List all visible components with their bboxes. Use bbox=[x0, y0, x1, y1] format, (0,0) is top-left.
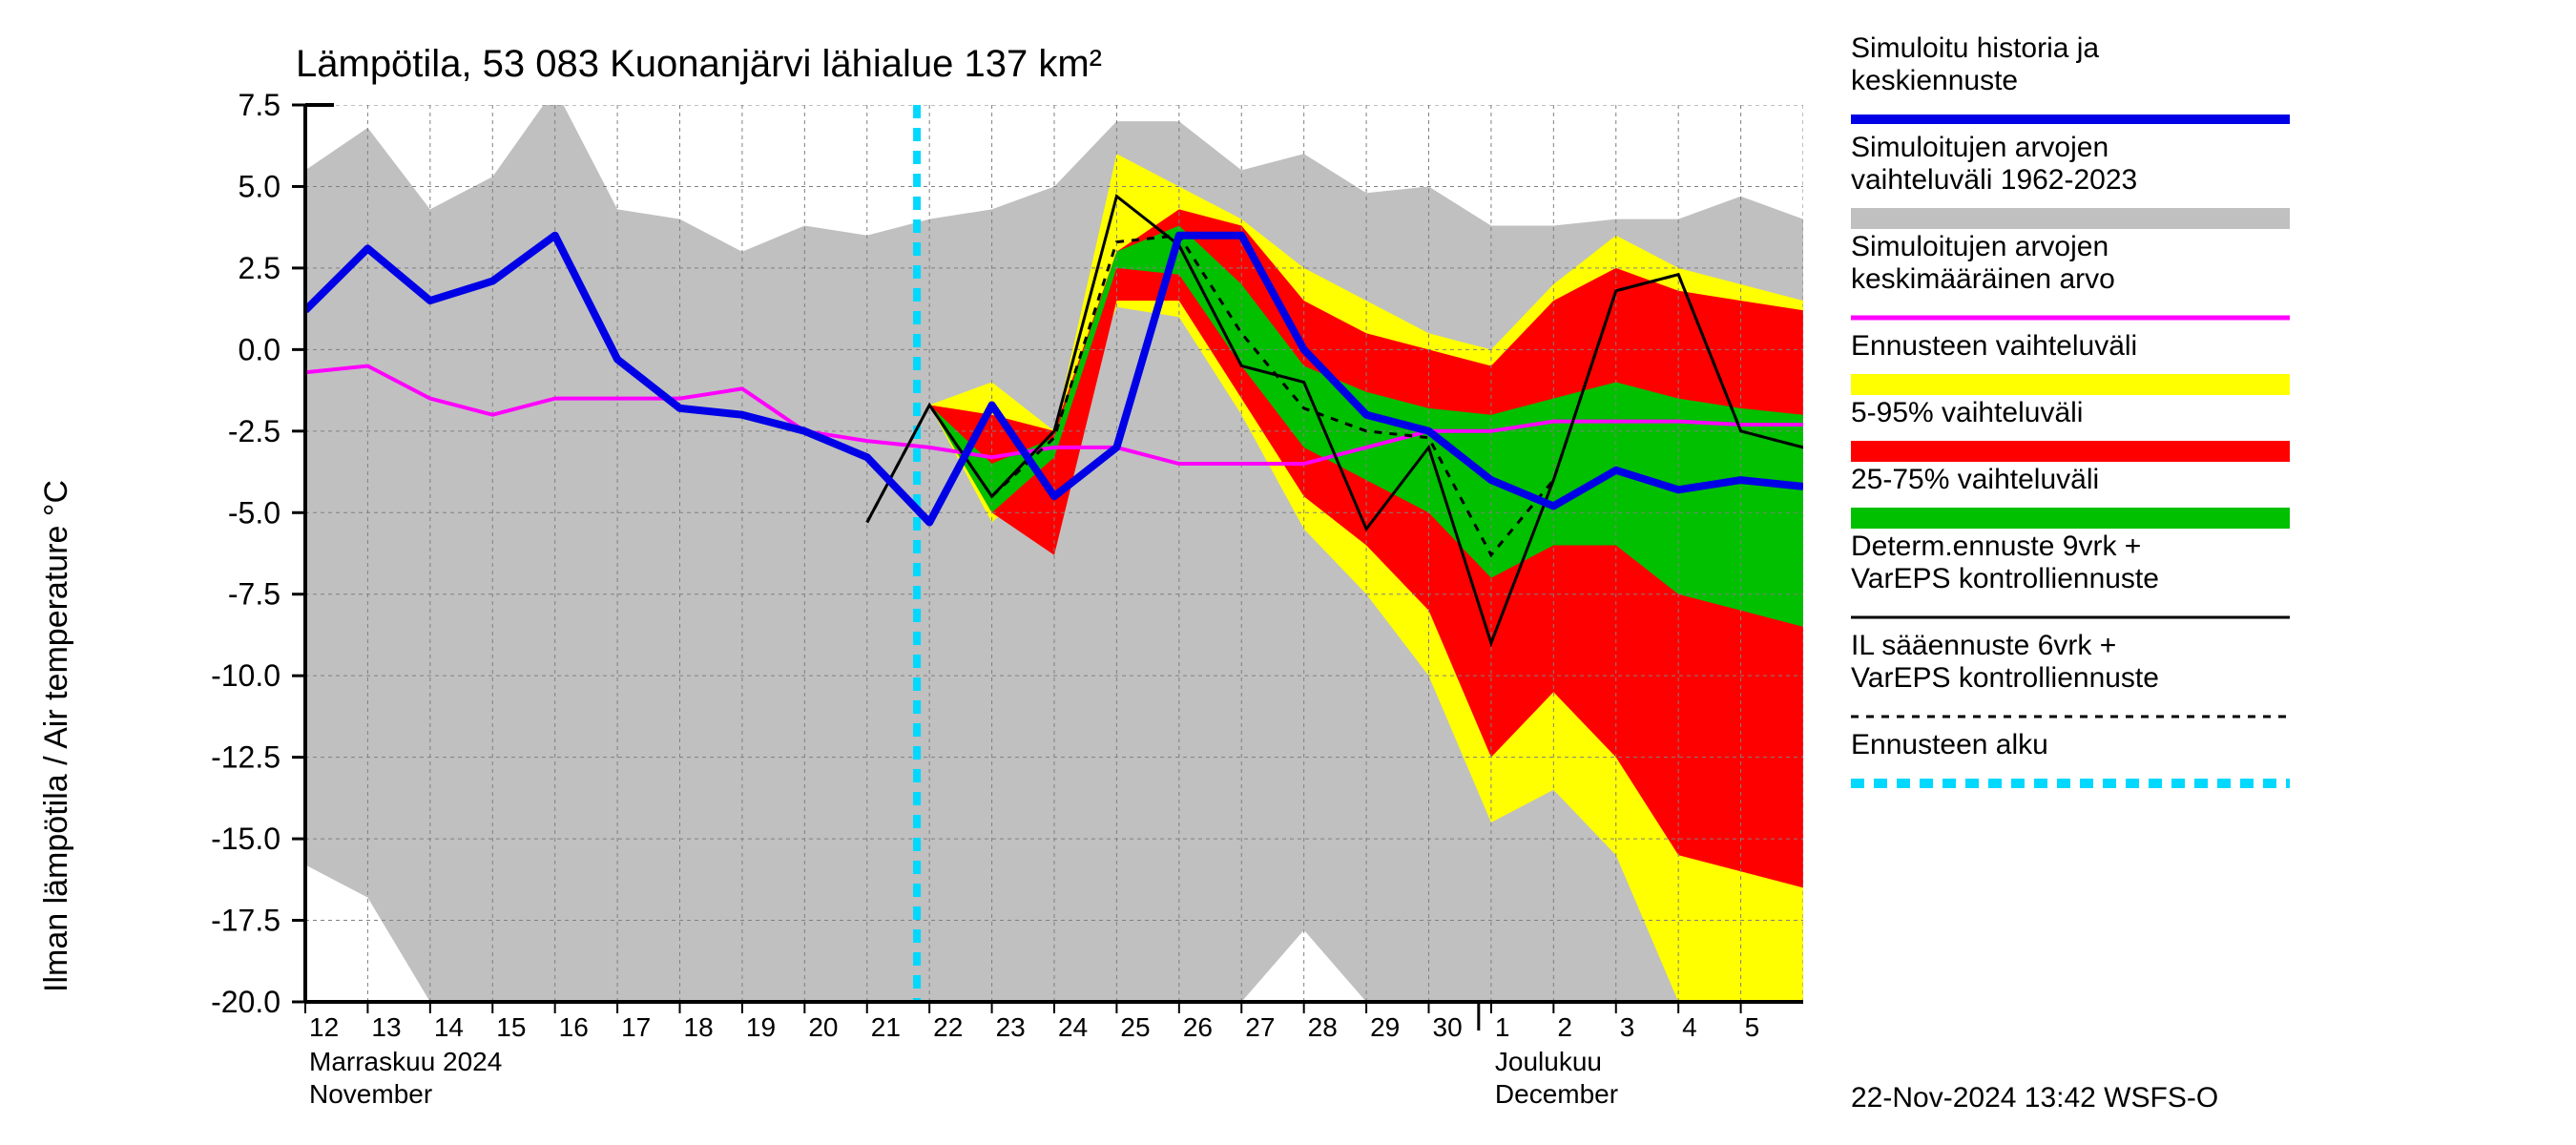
x-tick-label: 16 bbox=[559, 1012, 589, 1042]
x-tick-label: 29 bbox=[1370, 1012, 1400, 1042]
x-tick-label: 24 bbox=[1058, 1012, 1088, 1042]
legend-label: Ennusteen vaihteluväli bbox=[1851, 330, 2137, 362]
legend-label: keskiennuste bbox=[1851, 65, 2018, 96]
x-tick-label: 19 bbox=[746, 1012, 776, 1042]
month-label: December bbox=[1495, 1079, 1618, 1109]
y-tick-label: -20.0 bbox=[211, 985, 280, 1019]
month-label: Joulukuu bbox=[1495, 1047, 1602, 1076]
x-tick-label: 14 bbox=[434, 1012, 464, 1042]
chart-title: Lämpötila, 53 083 Kuonanjärvi lähialue 1… bbox=[296, 43, 1102, 85]
x-tick-label: 27 bbox=[1245, 1012, 1275, 1042]
y-tick-label: -12.5 bbox=[211, 740, 280, 775]
legend-label: 5-95% vaihteluväli bbox=[1851, 397, 2083, 428]
x-tick-label: 28 bbox=[1308, 1012, 1338, 1042]
legend-label: 25-75% vaihteluväli bbox=[1851, 464, 2099, 495]
y-tick-label: -10.0 bbox=[211, 658, 280, 693]
y-tick-label: -17.5 bbox=[211, 904, 280, 938]
temperature-forecast-chart: -20.0 -17.5 -15.0 -12.5 -10.0 -7.5 -5.0 -2.5 0.0… bbox=[0, 0, 2576, 1145]
legend-label: Simuloitujen arvojen bbox=[1851, 231, 2109, 262]
x-tick-label: 18 bbox=[684, 1012, 714, 1042]
x-tick-label: 25 bbox=[1120, 1012, 1150, 1042]
y-tick-label: 5.0 bbox=[239, 169, 280, 203]
x-tick-label: 2 bbox=[1557, 1012, 1572, 1042]
x-tick-label: 30 bbox=[1433, 1012, 1463, 1042]
legend-label: IL sääennuste 6vrk + bbox=[1851, 630, 2116, 661]
legend-label: Simuloitujen arvojen bbox=[1851, 132, 2109, 163]
y-tick-label: -7.5 bbox=[228, 577, 280, 612]
legend-label: Determ.ennuste 9vrk + bbox=[1851, 531, 2141, 562]
x-tick-label: 17 bbox=[621, 1012, 651, 1042]
legend-label: VarEPS kontrolliennuste bbox=[1851, 662, 2159, 694]
x-tick-label: 15 bbox=[496, 1012, 526, 1042]
month-label: Marraskuu 2024 bbox=[309, 1047, 502, 1076]
y-tick-label: 2.5 bbox=[239, 251, 280, 285]
x-tick-label: 5 bbox=[1745, 1012, 1760, 1042]
y-tick-label: -2.5 bbox=[228, 414, 280, 448]
legend-label: Simuloitu historia ja bbox=[1851, 32, 2099, 64]
legend-label: VarEPS kontrolliennuste bbox=[1851, 563, 2159, 594]
legend-label: vaihteluväli 1962-2023 bbox=[1851, 164, 2137, 196]
y-tick-label: 0.0 bbox=[239, 332, 280, 366]
x-tick-label: 13 bbox=[371, 1012, 401, 1042]
legend-swatch bbox=[1851, 508, 2290, 529]
y-axis-label: Ilman lämpötila / Air temperature °C bbox=[38, 480, 74, 992]
x-tick-label: 21 bbox=[871, 1012, 901, 1042]
legend-swatch bbox=[1851, 374, 2290, 395]
x-tick-label: 26 bbox=[1183, 1012, 1213, 1042]
x-tick-label: 4 bbox=[1682, 1012, 1697, 1042]
x-tick-label: 20 bbox=[808, 1012, 838, 1042]
x-tick-label: 22 bbox=[933, 1012, 963, 1042]
y-tick-label: -15.0 bbox=[211, 822, 280, 856]
x-tick-label: 3 bbox=[1620, 1012, 1635, 1042]
legend-swatch bbox=[1851, 441, 2290, 462]
x-tick-label: 1 bbox=[1495, 1012, 1510, 1042]
legend-label: keskimääräinen arvo bbox=[1851, 263, 2115, 295]
legend-swatch bbox=[1851, 208, 2290, 229]
timestamp-footer: 22-Nov-2024 13:42 WSFS-O bbox=[1851, 1082, 2218, 1114]
y-tick-label: 7.5 bbox=[239, 88, 280, 122]
y-tick-label: -5.0 bbox=[228, 495, 280, 530]
legend-label: Ennusteen alku bbox=[1851, 729, 2048, 760]
month-label: November bbox=[309, 1079, 432, 1109]
x-tick-label: 12 bbox=[309, 1012, 339, 1042]
x-tick-label: 23 bbox=[996, 1012, 1026, 1042]
